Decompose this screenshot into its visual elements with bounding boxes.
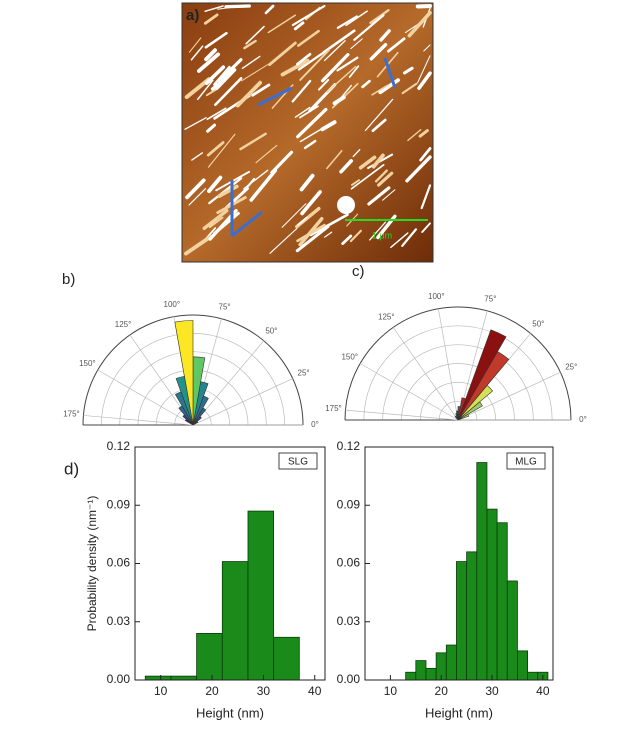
angle-label: 50° (532, 319, 544, 328)
angle-label: 75° (484, 294, 496, 303)
x-tick-label: 10 (384, 684, 398, 698)
bar (497, 523, 507, 680)
y-tick-label: 0.12 (337, 439, 361, 453)
angle-label: 125° (115, 320, 132, 329)
y-tick-label: 0.03 (337, 614, 361, 628)
x-tick-label: 40 (308, 684, 322, 698)
scale-label: 1 μm (372, 230, 392, 240)
angle-label: 25° (298, 369, 310, 378)
x-axis-label: Height (nm) (425, 705, 493, 720)
angle-label: 100° (428, 292, 445, 301)
bar (487, 509, 497, 680)
bar (416, 661, 426, 680)
bar (274, 637, 300, 680)
y-tick-label: 0.09 (337, 497, 361, 511)
angle-label: 175° (325, 404, 342, 413)
bar (528, 672, 538, 680)
bar (197, 633, 223, 680)
x-tick-label: 40 (536, 684, 550, 698)
angle-label: 0° (579, 415, 587, 424)
spoke (193, 379, 293, 425)
y-axis-label: Probability density (nm⁻¹) (85, 496, 99, 632)
angle-label: 50° (265, 327, 277, 336)
y-tick-label: 0.09 (107, 497, 131, 511)
afm-image (182, 3, 433, 262)
bar (517, 651, 527, 680)
x-axis-label: Height (nm) (196, 705, 264, 720)
y-tick-label: 0.00 (107, 672, 131, 686)
bar (426, 668, 436, 680)
spoke (438, 309, 458, 420)
bar (222, 562, 248, 680)
angle-label: 150° (341, 353, 358, 362)
panel-label: a) (186, 7, 199, 24)
panel-label: b) (62, 271, 75, 288)
angle-label: 150° (79, 359, 96, 368)
ring (364, 326, 552, 420)
bar (446, 645, 456, 680)
angle-label: 125° (378, 313, 395, 322)
dot (337, 196, 355, 214)
panel-label: d) (64, 459, 79, 478)
x-tick-label: 30 (257, 684, 271, 698)
x-tick-label: 20 (205, 684, 219, 698)
x-tick-label: 10 (154, 684, 168, 698)
bar (171, 676, 197, 680)
bar (456, 562, 466, 680)
angle-label: 175° (63, 409, 80, 418)
angle-label: 0° (311, 420, 319, 429)
bar (145, 676, 171, 680)
legend-label: SLG (288, 457, 308, 468)
bar (467, 552, 477, 680)
angle-label: 100° (164, 300, 181, 309)
y-tick-label: 0.00 (337, 672, 361, 686)
x-tick-label: 30 (485, 684, 499, 698)
spoke (360, 364, 458, 421)
bar (507, 581, 517, 680)
bar (477, 463, 487, 680)
bar (406, 672, 416, 680)
x-tick-label: 20 (435, 684, 449, 698)
y-tick-label: 0.12 (107, 439, 131, 453)
angle-label: 75° (219, 302, 231, 311)
legend-label: MLG (515, 457, 537, 468)
angle-label: 25° (565, 362, 577, 371)
y-tick-label: 0.06 (107, 556, 131, 570)
y-tick-label: 0.03 (107, 614, 131, 628)
y-tick-label: 0.06 (337, 556, 361, 570)
bar (248, 511, 274, 680)
panel-label: c) (352, 263, 365, 280)
